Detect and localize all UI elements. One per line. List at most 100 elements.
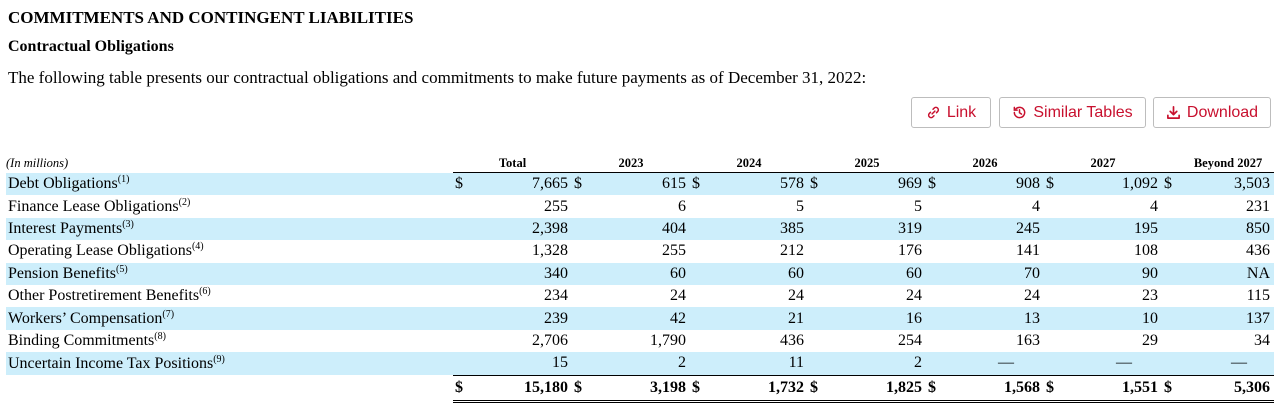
cell-value: 16: [826, 307, 927, 330]
cell-value: 137: [1180, 307, 1275, 330]
cell-value: 578: [708, 172, 809, 196]
currency-symbol: [1044, 240, 1062, 262]
currency-symbol: $: [1044, 374, 1063, 403]
cell-value: 255: [544, 197, 569, 215]
footnote-ref: (2): [178, 196, 191, 208]
currency-symbol: [572, 240, 590, 262]
footnote-ref: (6): [199, 286, 211, 298]
currency-symbol: [808, 352, 827, 376]
cell-value: 141: [1016, 242, 1041, 260]
currency-symbol: [572, 217, 591, 241]
link-button-label: Link: [946, 103, 977, 121]
cell-value: 436: [1246, 242, 1271, 260]
currency-symbol: [453, 285, 471, 307]
cell-value: 24: [788, 287, 805, 305]
currency-symbol: [926, 285, 944, 307]
cell-value: 70: [944, 262, 1045, 285]
row-label-text: Uncertain Income Tax Positions: [8, 354, 214, 372]
cell-value: 195: [1062, 217, 1163, 241]
cell-value: 23: [1142, 287, 1159, 305]
total-value: 1,825: [826, 374, 927, 403]
currency-symbol: [1044, 262, 1063, 285]
cell-value: 90: [1062, 262, 1163, 285]
total-value: 3,198: [590, 374, 691, 403]
cell-value: 231: [1246, 197, 1271, 215]
cell-value: 1,328: [532, 242, 569, 260]
currency-symbol: [926, 217, 945, 241]
currency-symbol: [690, 307, 709, 330]
cell-value: 969: [826, 172, 927, 196]
total-value: 1,568: [944, 374, 1045, 403]
table-row: Debt Obligations(1) $7,665 $615 $578 $969 $90…: [6, 172, 1275, 196]
column-header: Total: [453, 138, 573, 173]
currency-symbol: [690, 262, 709, 285]
table-row: Interest Payments(3) 2,398 404 385 319 245 195…: [6, 217, 1275, 241]
currency-symbol: [808, 240, 826, 262]
link-button[interactable]: Link: [911, 97, 991, 128]
download-button[interactable]: Download: [1153, 97, 1271, 128]
currency-symbol: $: [690, 374, 709, 403]
cell-value: 6: [678, 197, 687, 215]
row-label: Finance Lease Obligations(2): [6, 195, 453, 217]
cell-value: 319: [826, 217, 927, 241]
currency-symbol: $: [1162, 172, 1181, 196]
currency-symbol: $: [808, 172, 827, 196]
currency-symbol: $: [453, 172, 471, 196]
cell-value: —: [944, 352, 1045, 376]
currency-symbol: [1162, 217, 1181, 241]
currency-symbol: [808, 307, 827, 330]
column-header: 2026: [926, 138, 1045, 173]
cell-value: 5: [796, 197, 805, 215]
cell-value: 60: [590, 262, 691, 285]
history-icon: [1012, 105, 1027, 120]
row-label-text: Operating Lease Obligations: [8, 242, 192, 260]
cell-value: 4: [1032, 197, 1041, 215]
table-header-row: (In millions) Total 2023 2024 2025 2026 …: [6, 138, 1275, 173]
currency-symbol: [1162, 352, 1181, 376]
cell-value: NA: [1180, 262, 1275, 285]
cell-value: 60: [826, 262, 927, 285]
cell-value: 385: [708, 217, 809, 241]
cell-value: 15: [471, 352, 573, 376]
similar-tables-button[interactable]: Similar Tables: [999, 97, 1146, 128]
currency-symbol: [1044, 330, 1062, 352]
cell-value: 29: [1142, 331, 1159, 349]
cell-value: 7,665: [471, 172, 573, 196]
cell-value: 436: [780, 331, 805, 349]
currency-symbol: [808, 195, 826, 217]
total-value: 1,732: [708, 374, 809, 403]
currency-symbol: $: [572, 172, 591, 196]
currency-symbol: [926, 307, 945, 330]
currency-symbol: [690, 195, 708, 217]
currency-symbol: $: [572, 374, 591, 403]
row-label: Workers’ Compensation(7): [6, 307, 453, 330]
cell-value: 1,790: [650, 331, 687, 349]
currency-symbol: [926, 352, 945, 376]
table-row: Uncertain Income Tax Positions(9) 15 2 11 2 —…: [6, 352, 1275, 376]
currency-symbol: [926, 262, 945, 285]
currency-symbol: [1044, 307, 1063, 330]
currency-symbol: [453, 217, 471, 241]
contractual-obligations-table: (In millions) Total 2023 2024 2025 2026 …: [6, 138, 1275, 403]
cell-value: 5: [914, 197, 923, 215]
currency-symbol: [453, 195, 471, 217]
similar-tables-label: Similar Tables: [1033, 103, 1133, 121]
cell-value: 2: [826, 352, 927, 376]
table-row: Pension Benefits(5) 340 60 60 60 70 90 NA: [6, 262, 1275, 285]
column-header: 2027: [1044, 138, 1163, 173]
currency-symbol: $: [926, 172, 945, 196]
cell-value: 2,706: [532, 331, 569, 349]
table-row: Binding Commitments(8) 2,706 1,790 436 254 16…: [6, 330, 1274, 352]
intro-text: The following table presents our contrac…: [8, 68, 867, 87]
row-label: Other Postretirement Benefits(6): [6, 285, 453, 307]
column-header: 2024: [690, 138, 809, 173]
footnote-ref: (5): [116, 263, 128, 275]
currency-symbol: [1044, 195, 1062, 217]
footnote-ref: (1): [117, 173, 130, 185]
column-header: Beyond 2027: [1162, 138, 1275, 173]
currency-symbol: $: [453, 374, 471, 403]
currency-symbol: [453, 240, 471, 262]
currency-symbol: [926, 195, 944, 217]
cell-value: 24: [670, 287, 687, 305]
cell-value: 2: [590, 352, 691, 376]
